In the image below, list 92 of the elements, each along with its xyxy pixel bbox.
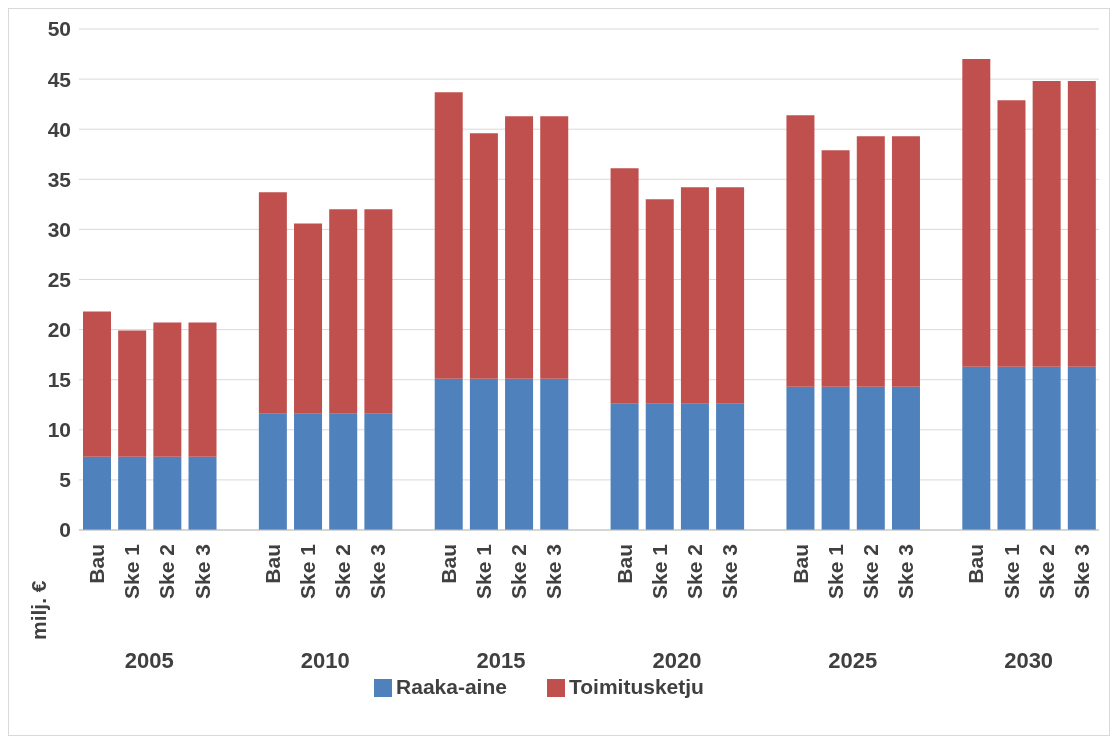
text: 2010 (299, 648, 351, 674)
x-tick-label: Ske 2 (331, 544, 355, 599)
bar (997, 366, 1026, 530)
x-tick-label: Bau (788, 544, 812, 584)
legend-label: Toimitusketju (568, 675, 704, 698)
x-tick-label: Ske 3 (718, 544, 742, 599)
bar (821, 150, 850, 387)
bar (153, 456, 182, 530)
bar (540, 116, 569, 379)
bar (434, 378, 463, 530)
x-tick-label: Ske 1 (999, 543, 1023, 599)
bar (364, 209, 393, 414)
bar (294, 223, 323, 414)
bar (329, 209, 358, 414)
bar (962, 59, 991, 367)
bar (118, 456, 147, 530)
bar (1067, 81, 1096, 367)
bar (645, 403, 674, 530)
x-tick-label: Bau (260, 544, 284, 584)
y-axis-title: milj. € (27, 580, 51, 640)
bar (821, 386, 850, 530)
x-tick-label: Bau (964, 544, 988, 584)
x-tick-label: Bau (612, 544, 636, 584)
bar (83, 311, 111, 457)
x-tick-label: Ske 1 (471, 543, 495, 599)
x-tick-label: Ske 2 (683, 544, 707, 599)
bar (716, 187, 745, 404)
y-tick-label: 5 (59, 468, 72, 492)
bar (1067, 366, 1096, 530)
bar (610, 403, 639, 530)
y-tick-label: 45 (47, 67, 72, 91)
bar (505, 116, 534, 379)
x-tick-label: Ske 3 (542, 544, 566, 599)
bar (294, 413, 323, 530)
bar (118, 330, 147, 457)
x-tick-label: Ske 1 (823, 543, 847, 599)
bar (645, 199, 674, 404)
x-tick-label: Ske 1 (296, 543, 320, 599)
bar (856, 386, 885, 530)
bar (505, 378, 534, 530)
text: 2015 (475, 648, 527, 674)
bar (891, 136, 920, 387)
bar (434, 92, 463, 379)
y-tick-label: 15 (47, 368, 72, 392)
bar (962, 366, 991, 530)
bar (716, 403, 745, 530)
bar (680, 187, 709, 404)
y-tick-label: 25 (47, 267, 72, 291)
bar (329, 413, 358, 530)
y-tick-label: 40 (47, 117, 71, 141)
x-tick-label: Ske 3 (190, 544, 214, 599)
y-tick-label: 30 (47, 217, 71, 241)
x-tick-label: Ske 1 (647, 543, 671, 599)
bar (997, 100, 1026, 367)
x-tick-label: Ske 1 (120, 543, 144, 599)
bar (680, 403, 709, 530)
bar (83, 456, 111, 530)
bar (786, 386, 815, 530)
bar (258, 192, 287, 414)
x-tick-label: Ske 3 (1069, 544, 1093, 599)
bar (469, 378, 498, 530)
bar (786, 115, 815, 387)
bar (856, 136, 885, 387)
y-tick-label: 0 (59, 518, 71, 542)
text: 2005 (123, 648, 175, 674)
text: 2020 (651, 648, 703, 674)
bar (469, 133, 498, 379)
bar (540, 378, 569, 530)
bar (258, 413, 287, 530)
bar (1032, 366, 1061, 530)
bar (1032, 81, 1061, 367)
y-tick-label: 10 (47, 418, 71, 442)
x-tick-label: Bau (436, 544, 460, 584)
x-tick-label: Ske 2 (507, 544, 531, 599)
bar (188, 456, 217, 530)
x-tick-label: Bau (85, 544, 109, 584)
x-tick-label: Ske 2 (1034, 544, 1058, 599)
x-tick-label: Ske 3 (894, 544, 918, 599)
text: 2025 (827, 648, 879, 674)
bar (188, 322, 217, 457)
bar (610, 168, 639, 404)
legend-label: Raaka-aine (396, 675, 507, 698)
bar (364, 413, 393, 530)
y-tick-label: 20 (47, 318, 71, 342)
text: 2030 (1003, 648, 1055, 674)
y-tick-label: 35 (47, 167, 72, 191)
x-tick-label: Ske 3 (366, 544, 390, 599)
bar (891, 386, 920, 530)
x-tick-label: Ske 2 (858, 544, 882, 599)
bar (153, 322, 182, 457)
x-tick-label: Ske 2 (155, 544, 179, 599)
y-tick-label: 50 (47, 17, 71, 41)
